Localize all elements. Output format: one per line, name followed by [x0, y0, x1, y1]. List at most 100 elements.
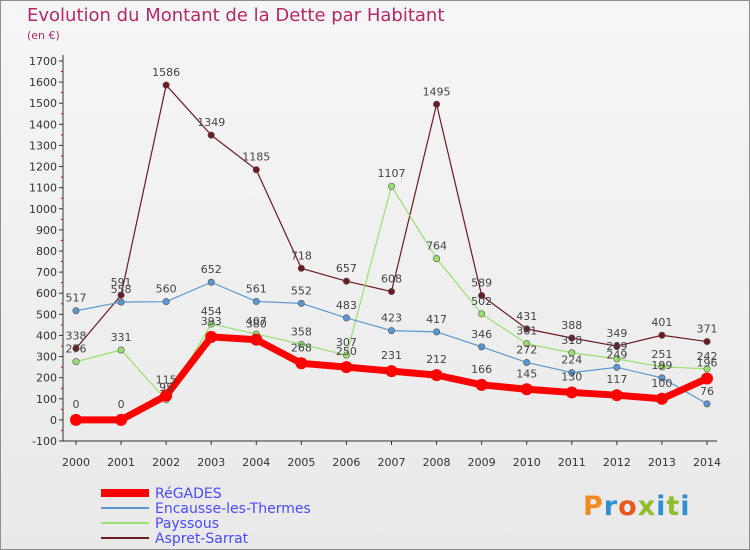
y-tick-label: 1700: [29, 55, 57, 68]
data-label-payssous: 764: [426, 240, 447, 253]
data-label-regades: 196: [697, 357, 718, 370]
data-label-aspret-sarrat: 371: [697, 323, 718, 336]
legend-label-payssous: Payssous: [155, 516, 219, 532]
data-label-encausse-les-thermes: 249: [606, 348, 627, 361]
data-point-payssous: [207, 320, 215, 328]
data-label-aspret-sarrat: 349: [606, 327, 627, 340]
data-point-payssous: [703, 365, 711, 373]
data-label-regades: 130: [561, 370, 582, 383]
data-label-payssous: 361: [516, 325, 537, 338]
y-tick-label: 900: [36, 224, 57, 237]
data-label-payssous: 454: [201, 305, 222, 318]
x-tick-label: 2006: [332, 456, 360, 469]
data-point-regades: [70, 413, 82, 426]
data-label-regades: 380: [246, 318, 267, 331]
y-tick-label: -100: [32, 435, 57, 448]
data-label-encausse-les-thermes: 417: [426, 313, 447, 326]
data-point-payssous: [117, 346, 125, 354]
data-point-aspret-sarrat: [252, 166, 260, 174]
data-point-regades: [205, 330, 218, 343]
data-point-encausse-les-thermes: [523, 358, 531, 366]
y-tick-label: 700: [36, 266, 57, 279]
data-point-encausse-les-thermes: [387, 327, 395, 335]
data-point-payssous: [658, 363, 666, 371]
legend-label-aspret-sarrat: Aspret-Sarrat: [155, 531, 249, 547]
y-tick-label: 1300: [29, 139, 57, 152]
data-label-payssous: 276: [66, 343, 87, 356]
data-label-aspret-sarrat: 1349: [197, 116, 225, 129]
data-label-payssous: 331: [111, 331, 132, 344]
y-tick-label: 600: [36, 287, 57, 300]
y-tick-label: 1100: [29, 182, 57, 195]
data-point-aspret-sarrat: [568, 334, 576, 342]
data-label-regades: 212: [426, 353, 447, 366]
data-point-aspret-sarrat: [478, 292, 486, 300]
data-point-encausse-les-thermes: [568, 369, 576, 377]
data-point-encausse-les-thermes: [433, 328, 441, 336]
data-point-payssous: [387, 182, 395, 190]
y-tick-label: 500: [36, 308, 57, 321]
data-label-payssous: 1107: [378, 167, 406, 180]
data-point-encausse-les-thermes: [162, 298, 170, 306]
logo-letter: r: [603, 491, 619, 522]
data-label-aspret-sarrat: 338: [66, 330, 87, 343]
data-label-payssous: 407: [246, 315, 267, 328]
data-point-encausse-les-thermes: [658, 374, 666, 382]
data-point-payssous: [72, 358, 80, 366]
x-tick-label: 2012: [603, 456, 631, 469]
data-point-regades: [520, 383, 533, 396]
data-label-aspret-sarrat: 608: [381, 273, 402, 286]
y-tick-label: 800: [36, 245, 57, 258]
data-point-regades: [430, 369, 443, 382]
data-label-aspret-sarrat: 401: [651, 316, 672, 329]
y-tick-label: 1400: [29, 118, 57, 131]
data-point-aspret-sarrat: [297, 264, 305, 272]
data-point-regades: [610, 389, 623, 402]
data-point-aspret-sarrat: [162, 81, 170, 89]
data-point-payssous: [523, 340, 531, 348]
data-label-payssous: 289: [606, 340, 627, 353]
data-label-aspret-sarrat: 388: [561, 319, 582, 332]
y-tick-label: 1000: [29, 203, 57, 216]
logo-letter: x: [637, 491, 657, 522]
data-point-aspret-sarrat: [703, 338, 711, 346]
data-point-regades: [115, 413, 128, 426]
x-tick-label: 2014: [693, 456, 721, 469]
data-label-aspret-sarrat: 718: [291, 249, 312, 262]
x-tick-label: 2002: [152, 456, 180, 469]
data-label-regades: 231: [381, 349, 402, 362]
data-point-payssous: [568, 349, 576, 357]
data-label-encausse-les-thermes: 346: [471, 328, 492, 341]
data-point-encausse-les-thermes: [297, 299, 305, 307]
x-tick-label: 2005: [287, 456, 315, 469]
x-tick-label: 2007: [378, 456, 406, 469]
data-label-encausse-les-thermes: 199: [651, 359, 672, 372]
data-label-regades: 268: [291, 341, 312, 354]
data-point-aspret-sarrat: [342, 277, 350, 285]
data-label-aspret-sarrat: 657: [336, 262, 357, 275]
data-label-regades: 393: [201, 315, 222, 328]
data-point-regades: [160, 389, 173, 402]
data-label-aspret-sarrat: 589: [471, 277, 492, 290]
x-tick-label: 2000: [62, 456, 90, 469]
proxiti-logo: Proxiti: [583, 491, 691, 522]
data-label-encausse-les-thermes: 558: [111, 283, 132, 296]
data-label-encausse-les-thermes: 224: [561, 354, 582, 367]
logo-letter: i: [680, 491, 691, 522]
data-label-regades: 145: [516, 367, 537, 380]
data-label-encausse-les-thermes: 272: [516, 343, 537, 356]
data-point-regades: [250, 333, 263, 346]
y-tick-label: 1500: [29, 97, 57, 110]
data-label-aspret-sarrat: 1495: [423, 85, 451, 98]
y-tick-label: 400: [36, 329, 57, 342]
data-label-aspret-sarrat: 1185: [242, 151, 270, 164]
legend-label-regades: RéGADES: [155, 486, 222, 502]
data-point-encausse-les-thermes: [703, 400, 711, 408]
y-tick-label: 1200: [29, 161, 57, 174]
data-point-aspret-sarrat: [207, 131, 215, 139]
data-point-regades: [701, 372, 713, 385]
data-label-payssous: 502: [471, 295, 492, 308]
logo-letter: i: [656, 491, 667, 522]
y-tick-label: 200: [36, 372, 57, 385]
